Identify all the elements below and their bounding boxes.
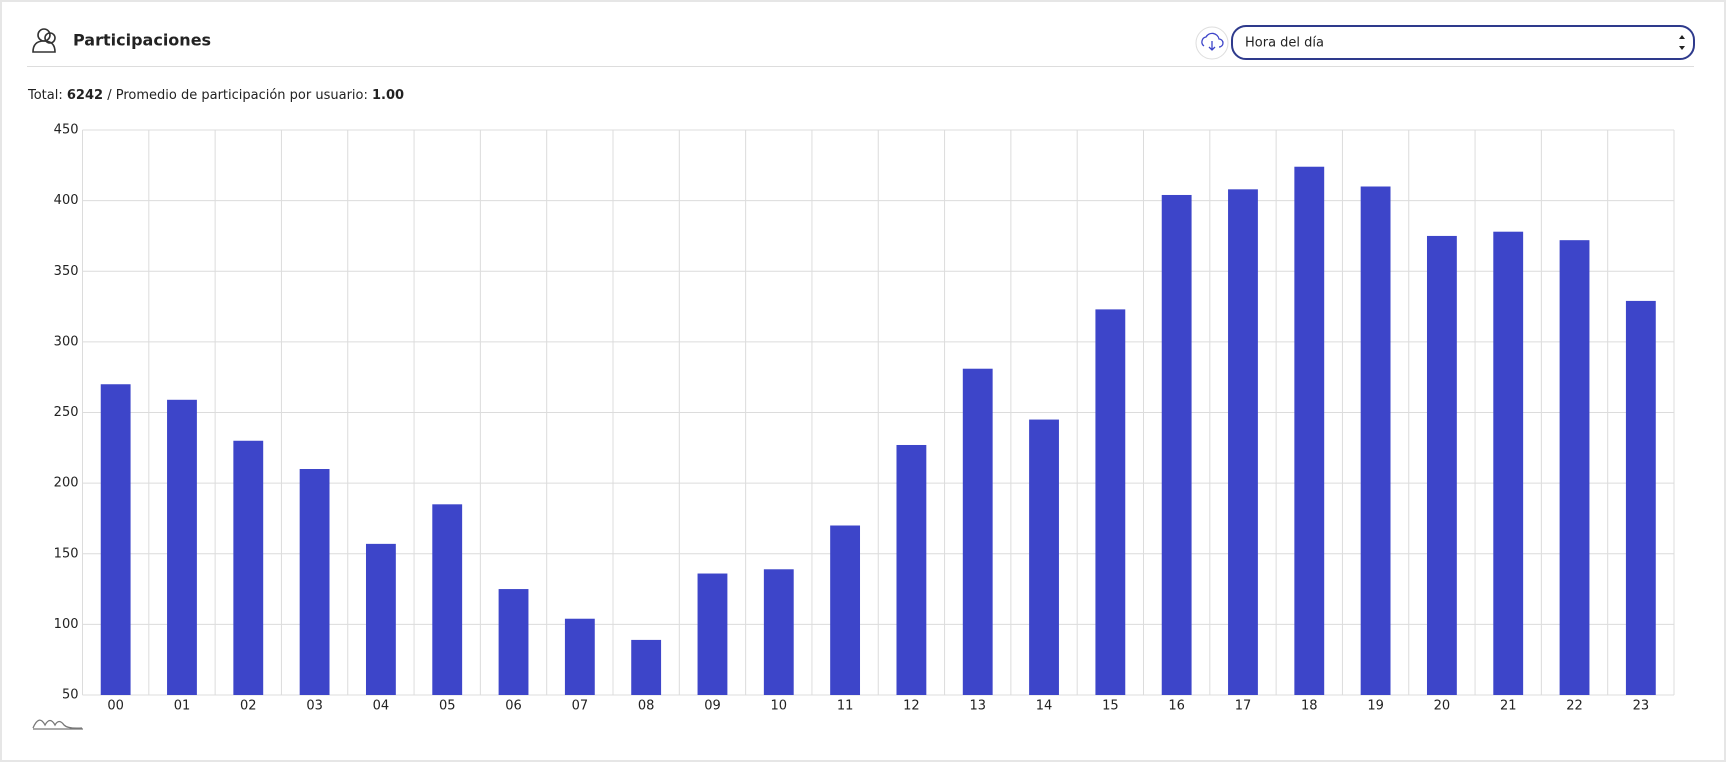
- y-tick-label: 200: [54, 476, 79, 491]
- bar: [432, 504, 463, 695]
- x-tick-label: 14: [1036, 699, 1053, 714]
- total: 6242: [67, 88, 103, 103]
- x-tick-label: 15: [1102, 699, 1119, 714]
- x-tick-label: 07: [572, 699, 589, 714]
- bar: [896, 444, 927, 695]
- bar: [1360, 186, 1391, 695]
- x-tick-label: 03: [306, 699, 323, 714]
- y-tick-label: 450: [54, 123, 79, 138]
- title: Participaciones: [73, 31, 211, 50]
- x-tick-label: 22: [1566, 699, 1583, 714]
- average: 1.00: [372, 88, 404, 103]
- bar: [631, 639, 662, 695]
- bar: [1228, 189, 1258, 695]
- total-label: Total:: [27, 88, 63, 103]
- x-tick-label: 11: [837, 699, 854, 714]
- bar: [763, 569, 794, 695]
- x-tick-label: 02: [240, 699, 257, 714]
- bar: [365, 543, 396, 695]
- y-tick-label: 50: [62, 688, 79, 703]
- bar: [564, 618, 595, 695]
- bar: [1294, 166, 1325, 696]
- x-tick-label: 21: [1500, 699, 1517, 714]
- bar: [830, 525, 861, 695]
- x-tick-label: 20: [1434, 699, 1451, 714]
- select[interactable]: [1231, 25, 1695, 60]
- bar: [498, 589, 529, 695]
- summary: Total: 6242 / Promedio de participación …: [27, 88, 404, 103]
- y-tick-label: 350: [54, 264, 79, 279]
- bar: [1625, 300, 1656, 695]
- bar: [1493, 231, 1524, 695]
- bar: [1029, 419, 1059, 695]
- x-tick-label: 06: [505, 699, 522, 714]
- bar: [697, 573, 728, 695]
- x-tick-label: 05: [439, 699, 456, 714]
- header-icon: [32, 28, 56, 53]
- bar: [1161, 194, 1192, 695]
- bar: [1095, 309, 1126, 695]
- select-arrow: [1679, 35, 1685, 50]
- x-tick-label: 12: [903, 699, 920, 714]
- bar: [1426, 235, 1457, 695]
- x-tick-label: 17: [1235, 699, 1252, 714]
- bar: [1559, 240, 1590, 696]
- x-tick-label: 10: [771, 699, 788, 714]
- y-tick-label: 250: [54, 405, 79, 420]
- select-value: Hora del día: [1245, 36, 1324, 51]
- x-tick-label: 08: [638, 699, 655, 714]
- x-tick-label: 18: [1301, 699, 1318, 714]
- y-tick-label: 100: [54, 617, 79, 632]
- bar: [962, 368, 993, 695]
- x-tick-label: 13: [969, 699, 986, 714]
- x-tick-label: 04: [373, 699, 390, 714]
- bar: [167, 399, 197, 695]
- average-label: / Promedio de participación por usuario:: [107, 88, 368, 103]
- bar: [233, 440, 264, 695]
- y-tick-label: 300: [54, 334, 79, 349]
- x-tick-label: 19: [1367, 699, 1384, 714]
- x-tick-label: 23: [1633, 699, 1650, 714]
- x-tick-label: 16: [1168, 699, 1185, 714]
- x-tick-label: 09: [704, 699, 721, 714]
- x-tick-label: 01: [174, 699, 191, 714]
- y-tick-label: 150: [54, 546, 79, 561]
- y-tick-label: 400: [54, 193, 79, 208]
- bar: [100, 384, 131, 695]
- x-tick-label: 00: [107, 699, 124, 714]
- bar: [299, 469, 330, 695]
- footer-logo: [32, 719, 83, 730]
- download-icon: [1201, 32, 1224, 51]
